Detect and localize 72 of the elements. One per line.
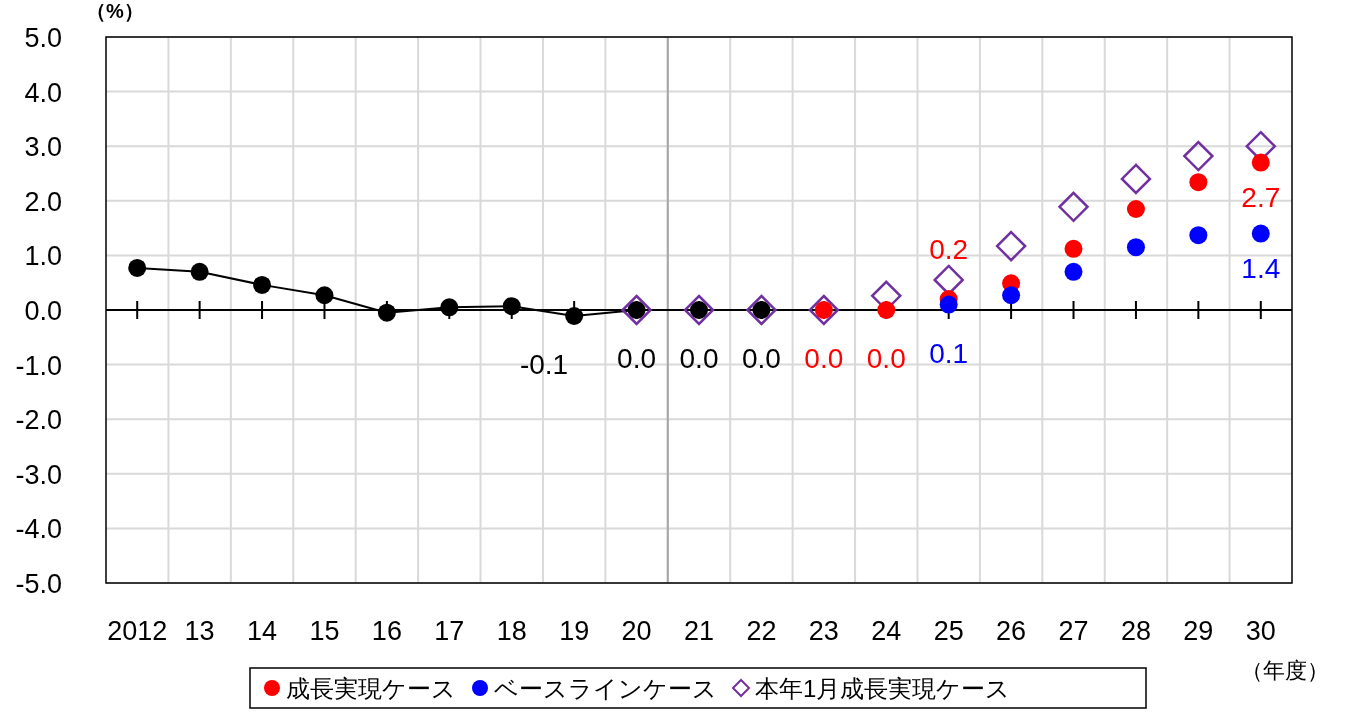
point	[128, 258, 147, 277]
x-tick-label: 21	[683, 616, 715, 646]
x-tick-label: 19	[559, 616, 590, 646]
x-tick-label: 2012	[107, 616, 168, 646]
x-tick-label: 13	[184, 616, 215, 646]
point	[253, 275, 272, 294]
point	[1251, 153, 1270, 172]
x-axis-title: （年度）	[1241, 658, 1329, 683]
x-tick-label: 23	[808, 616, 839, 646]
x-tick-label: 14	[247, 616, 278, 646]
data-label: 0.0	[679, 343, 719, 374]
point	[1064, 239, 1083, 258]
point	[1064, 262, 1083, 281]
x-tick-label: 17	[434, 616, 465, 646]
y-tick-label: -1.0	[15, 350, 62, 381]
y-tick-label: -2.0	[15, 405, 62, 436]
point	[190, 262, 209, 281]
y-tick-label: 1.0	[24, 241, 62, 272]
data-label: 0.1	[929, 337, 969, 369]
point	[995, 230, 1027, 262]
point	[565, 307, 584, 326]
x-tick-label: 25	[933, 616, 964, 646]
y-tick-label: 4.0	[24, 77, 62, 108]
point	[683, 294, 715, 326]
point	[1183, 140, 1214, 172]
x-tick-label: 22	[746, 616, 777, 646]
x-tick-label: 20	[621, 616, 652, 646]
point	[1126, 238, 1145, 257]
point	[377, 303, 396, 322]
data-label: 0.0	[741, 343, 781, 374]
y-tick-label: -3.0	[15, 459, 62, 490]
point	[502, 297, 521, 316]
point	[1058, 191, 1089, 223]
point	[1002, 286, 1021, 305]
y-tick-label: 2.0	[24, 186, 62, 217]
data-label: 0.0	[804, 343, 844, 374]
data-label: 1.4	[1241, 252, 1281, 284]
data-label: -0.1	[519, 349, 569, 381]
x-tick-label: 30	[1245, 616, 1276, 646]
y-tick-label: -5.0	[15, 569, 62, 599]
y-tick-label: 5.0	[24, 23, 62, 53]
x-tick-label: 28	[1120, 616, 1151, 646]
point	[808, 294, 840, 326]
data-label: 0.0	[866, 343, 906, 374]
data-label: 2.7	[1241, 181, 1281, 213]
x-tick-label: 26	[996, 616, 1027, 646]
point	[1251, 224, 1270, 243]
point	[746, 294, 777, 326]
legend-label: 本年1月成長実現ケース	[755, 675, 1011, 702]
x-tick-label: 15	[309, 616, 340, 646]
y-tick-label: 0.0	[24, 296, 62, 326]
x-tick-label: 27	[1058, 616, 1089, 646]
x-tick-label: 24	[871, 616, 902, 646]
x-tick-label: 16	[371, 616, 402, 646]
point	[1126, 199, 1145, 218]
point	[1189, 173, 1208, 192]
point	[621, 294, 652, 326]
x-tick-label: 29	[1183, 616, 1214, 646]
y-axis-title: （%）	[86, 0, 144, 22]
legend-label: ベースラインケース	[494, 675, 717, 702]
x-tick-label: 18	[496, 616, 527, 646]
data-label: 0.2	[929, 234, 969, 266]
legend-label: 成長実現ケース	[286, 675, 456, 702]
data-label: 0.0	[617, 343, 657, 374]
point	[939, 295, 958, 314]
y-tick-label: -4.0	[15, 514, 62, 545]
point	[877, 301, 896, 319]
point	[1120, 163, 1152, 195]
point	[315, 286, 334, 305]
point	[1189, 226, 1208, 245]
point	[440, 298, 459, 317]
y-tick-label: 3.0	[24, 132, 62, 163]
